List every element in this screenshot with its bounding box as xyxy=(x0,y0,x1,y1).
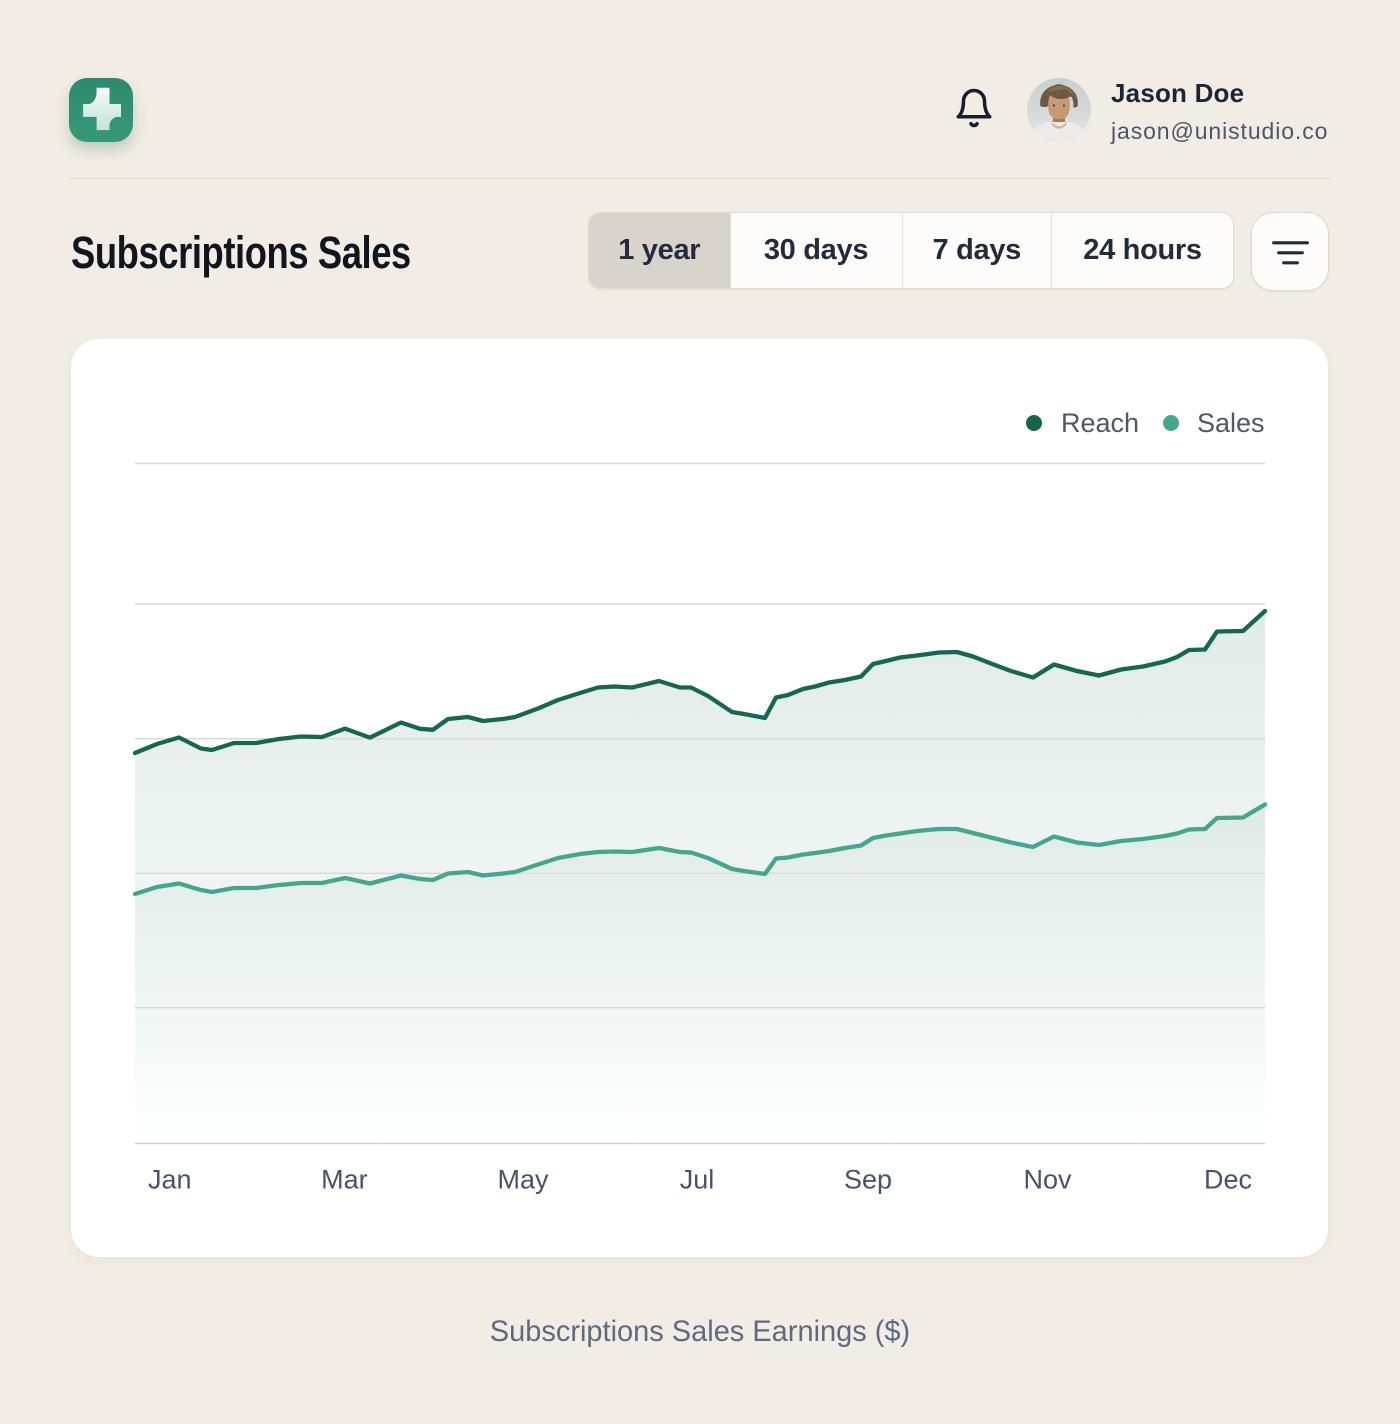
svg-text:Jan: Jan xyxy=(148,1165,192,1195)
svg-text:Mar: Mar xyxy=(321,1165,368,1195)
svg-text:Dec: Dec xyxy=(1204,1165,1252,1195)
svg-text:Sales: Sales xyxy=(1197,408,1265,438)
svg-text:Jul: Jul xyxy=(680,1165,715,1195)
svg-text:Nov: Nov xyxy=(1023,1165,1072,1195)
svg-text:Sep: Sep xyxy=(844,1165,892,1195)
svg-text:Reach: Reach xyxy=(1061,408,1139,438)
svg-text:May: May xyxy=(497,1165,549,1195)
